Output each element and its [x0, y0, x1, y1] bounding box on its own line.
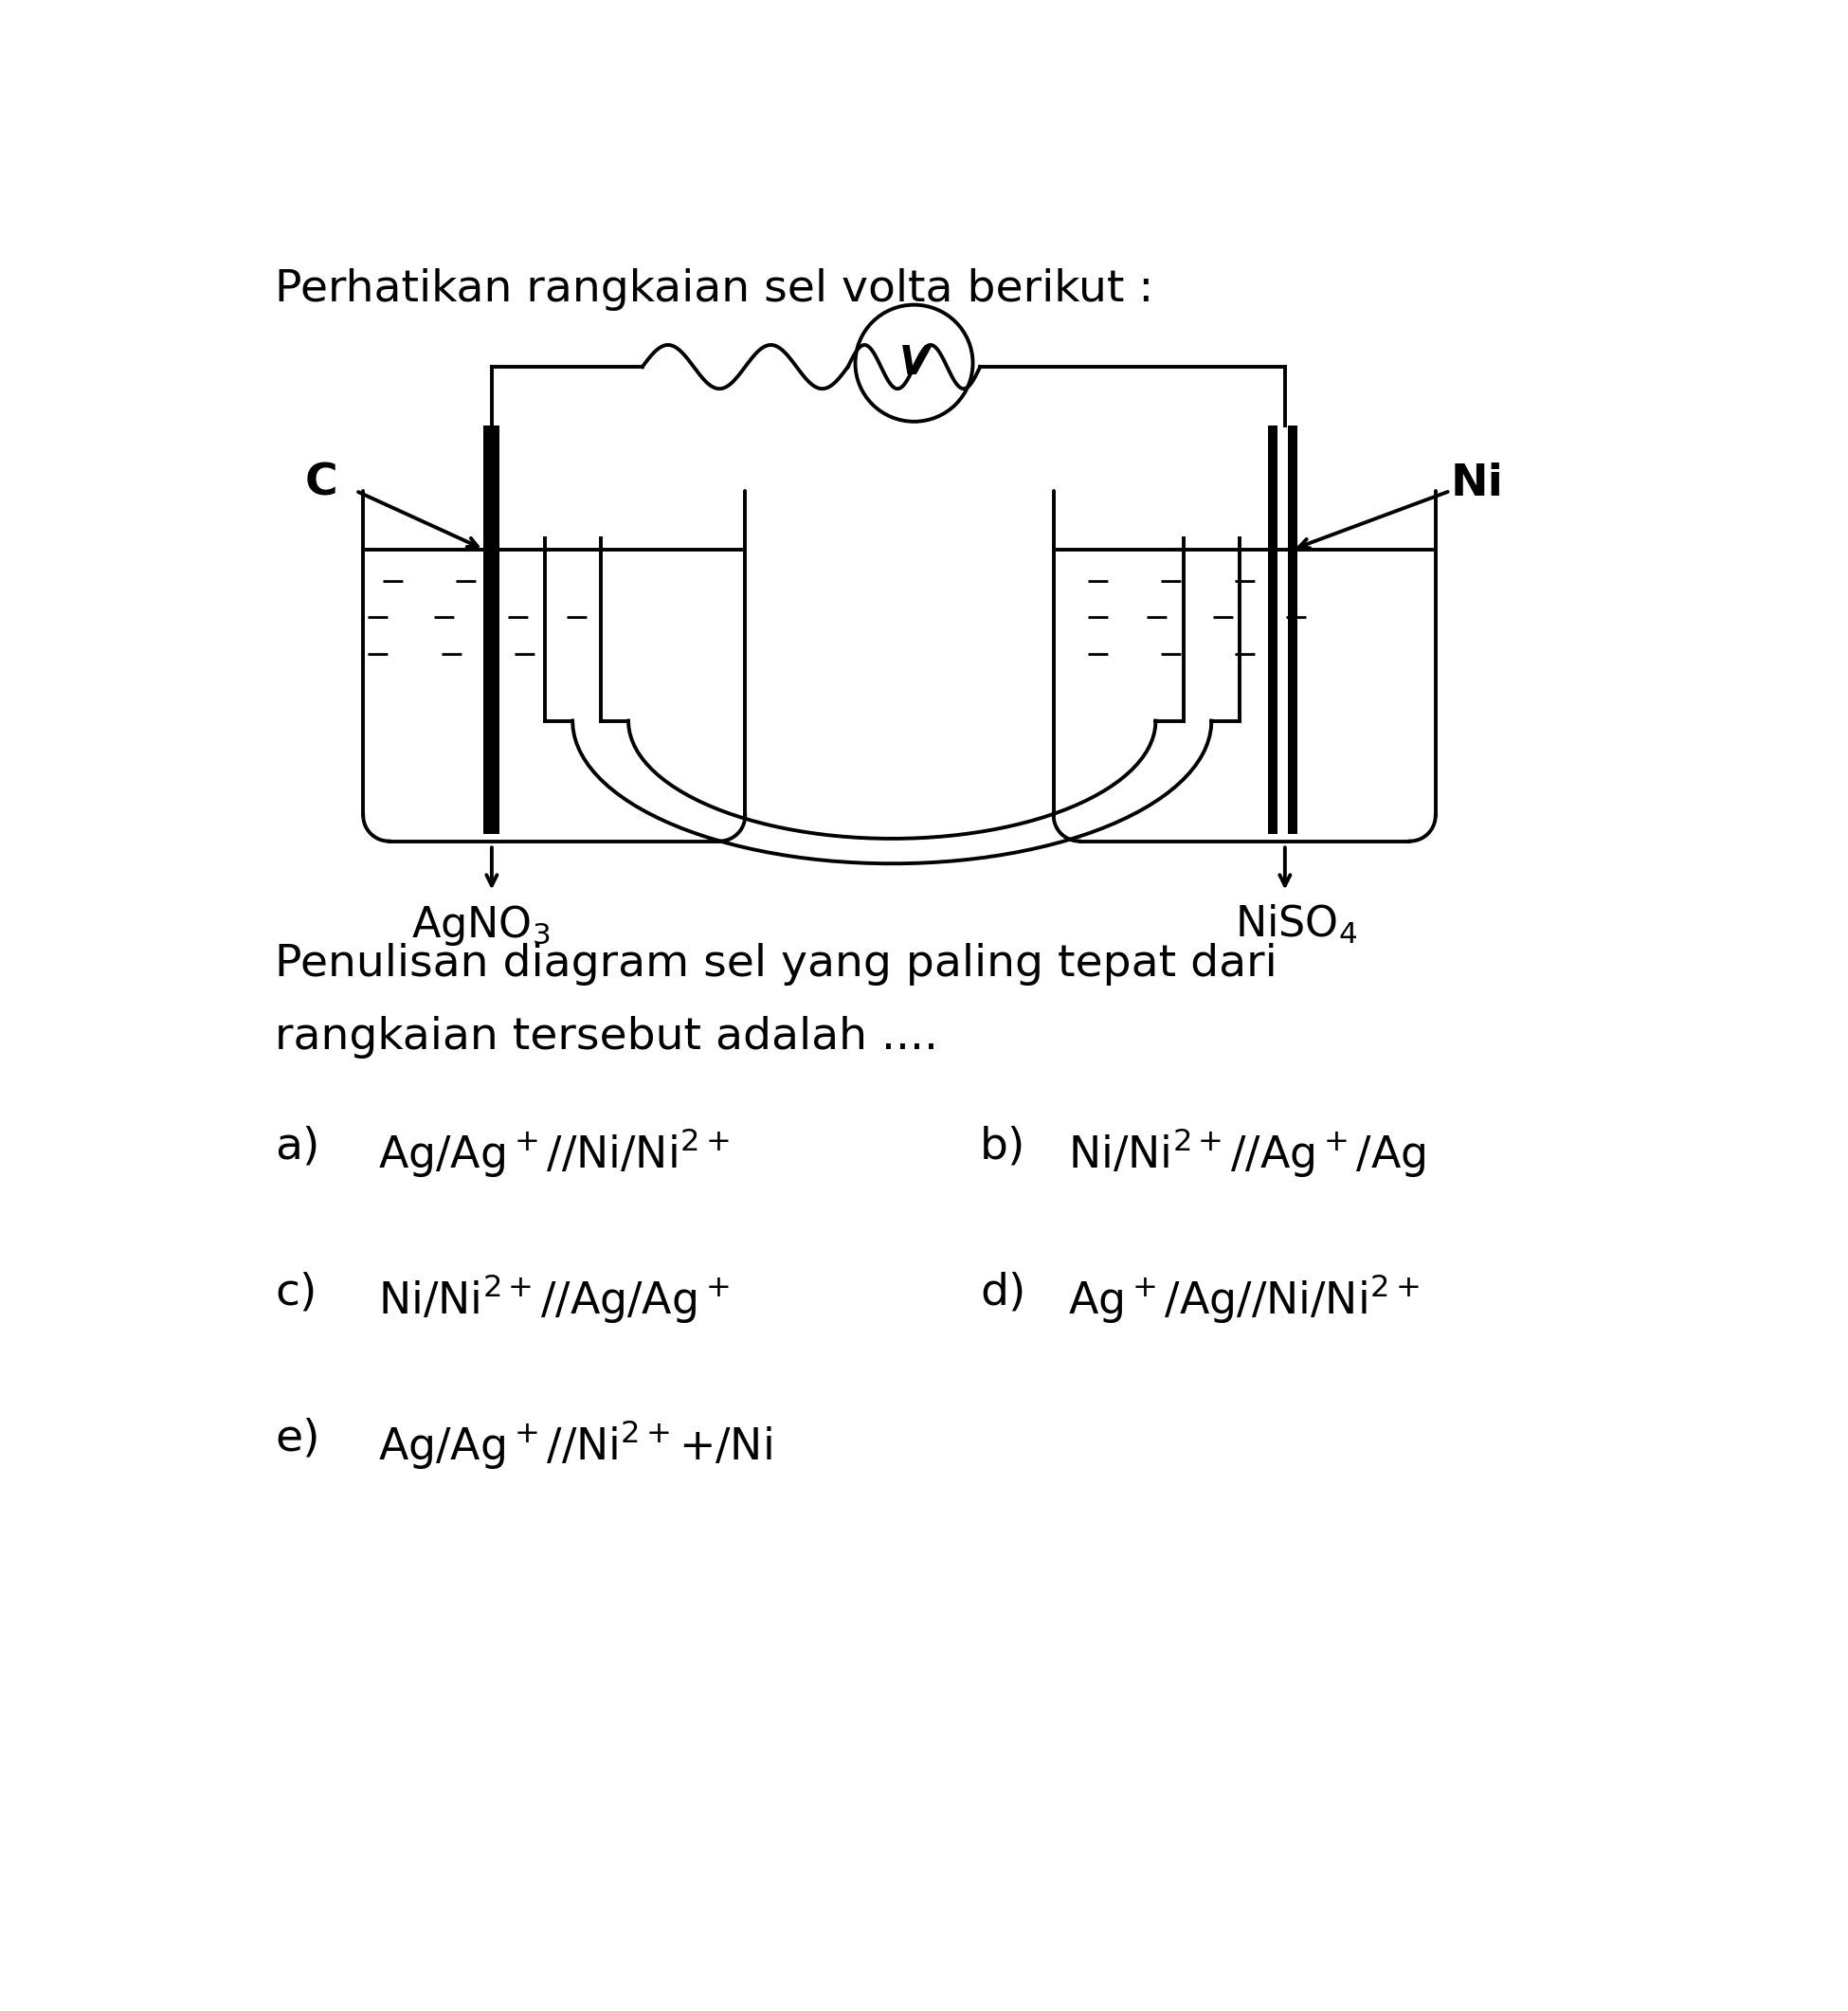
Text: V: V	[898, 344, 930, 382]
Text: −: −	[1231, 567, 1258, 597]
Text: −: −	[431, 603, 456, 633]
Text: −: −	[1085, 639, 1111, 672]
Text: a): a)	[275, 1126, 320, 1168]
Text: NiSO$_4$: NiSO$_4$	[1234, 903, 1356, 945]
Text: Ag/Ag$^+$//Ni/Ni$^{2+}$: Ag/Ag$^+$//Ni/Ni$^{2+}$	[377, 1126, 730, 1178]
Text: d): d)	[979, 1271, 1026, 1315]
Text: −: −	[1159, 567, 1185, 597]
Text: Ni: Ni	[1451, 463, 1502, 505]
Text: −: −	[379, 567, 407, 597]
Text: −: −	[453, 567, 479, 597]
Text: Perhatikan rangkaian sel volta berikut :: Perhatikan rangkaian sel volta berikut :	[275, 267, 1153, 312]
Text: Ni/Ni$^{2+}$//Ag$^+$/Ag: Ni/Ni$^{2+}$//Ag$^+$/Ag	[1068, 1126, 1427, 1178]
Text: −: −	[505, 603, 530, 633]
Text: −: −	[364, 603, 392, 633]
Text: −: −	[1209, 603, 1236, 633]
Text: Ni/Ni$^{2+}$//Ag/Ag$^+$: Ni/Ni$^{2+}$//Ag/Ag$^+$	[377, 1271, 730, 1325]
Text: −: −	[438, 639, 464, 672]
Text: −: −	[1144, 603, 1170, 633]
Text: −: −	[1231, 639, 1258, 672]
Text: −: −	[1283, 603, 1308, 633]
Text: C: C	[305, 463, 338, 505]
Bar	[484, 424, 499, 835]
Circle shape	[856, 306, 972, 422]
Text: rangkaian tersebut adalah ....: rangkaian tersebut adalah ....	[275, 1016, 939, 1060]
Text: e): e)	[275, 1418, 320, 1460]
Text: Penulisan diagram sel yang paling tepat dari: Penulisan diagram sel yang paling tepat …	[275, 943, 1277, 985]
Text: −: −	[1085, 603, 1111, 633]
Text: −: −	[1085, 567, 1111, 597]
Text: −: −	[1159, 639, 1185, 672]
Text: b): b)	[979, 1126, 1026, 1168]
Text: −: −	[564, 603, 590, 633]
Text: AgNO$_3$: AgNO$_3$	[412, 903, 551, 947]
Text: c): c)	[275, 1271, 318, 1315]
Bar	[1268, 424, 1277, 835]
Bar	[1288, 424, 1297, 835]
Text: −: −	[512, 639, 538, 672]
Text: Ag/Ag$^+$//Ni$^{2+}$+/Ni: Ag/Ag$^+$//Ni$^{2+}$+/Ni	[377, 1418, 772, 1470]
Text: Ag$^+$/Ag//Ni/Ni$^{2+}$: Ag$^+$/Ag//Ni/Ni$^{2+}$	[1068, 1271, 1419, 1325]
Text: −: −	[364, 639, 392, 672]
